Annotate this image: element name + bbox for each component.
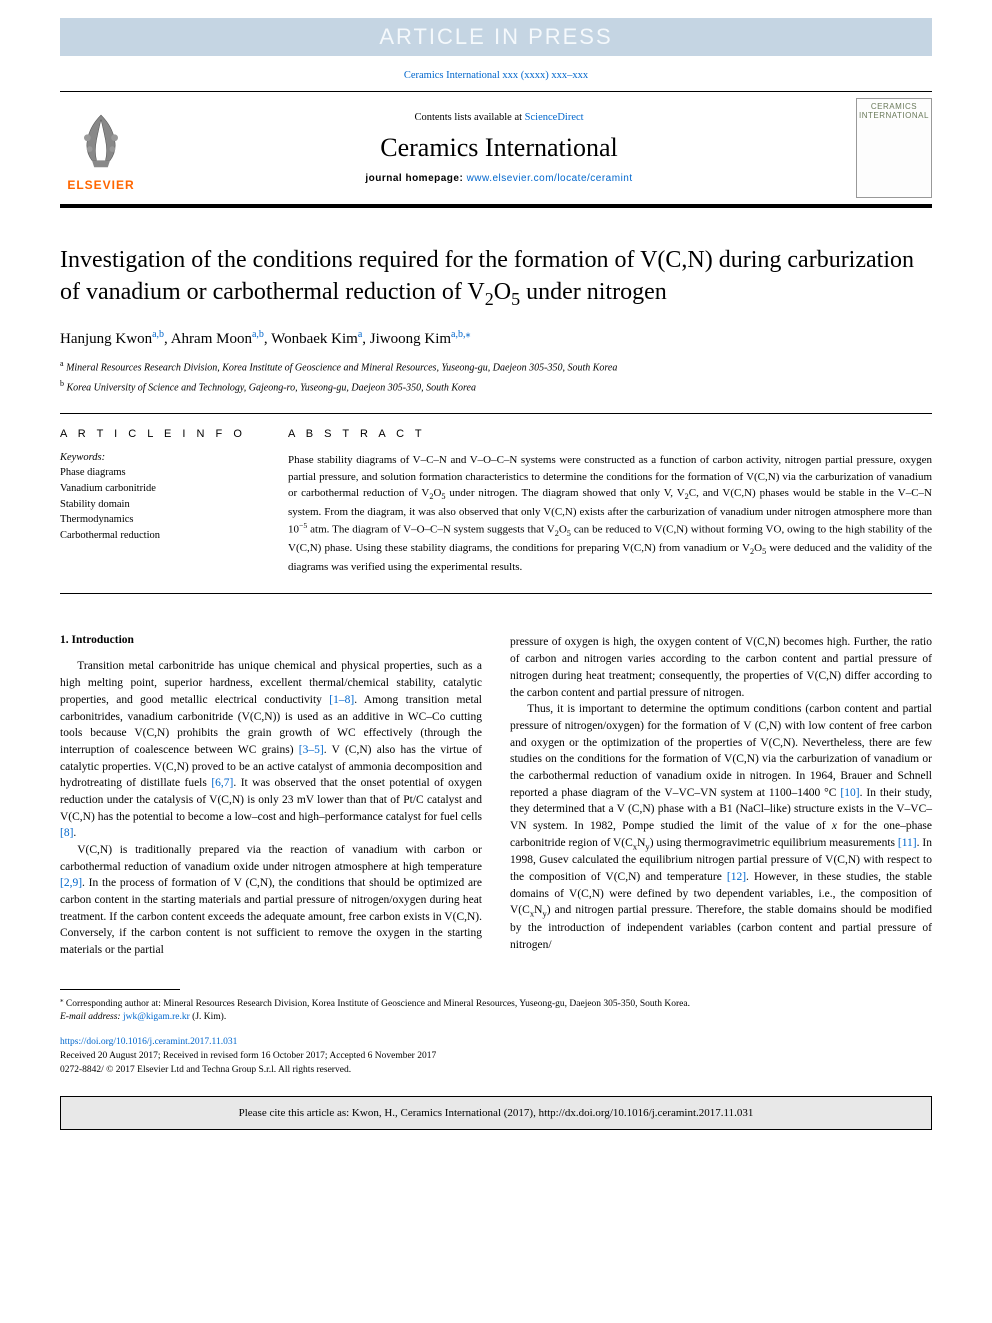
- abstract-heading: A B S T R A C T: [288, 428, 932, 440]
- homepage-link[interactable]: www.elsevier.com/locate/ceramint: [467, 173, 633, 184]
- keyword: Vanadium carbonitride: [60, 481, 260, 497]
- abstract-text: Phase stability diagrams of V–C–N and V–…: [288, 452, 932, 575]
- contents-line: Contents lists available at ScienceDirec…: [142, 112, 856, 123]
- divider: [60, 593, 932, 594]
- journal-cover-thumbnail: CERAMICS INTERNATIONAL: [856, 98, 932, 198]
- paragraph: Thus, it is important to determine the o…: [510, 701, 932, 953]
- doi-block: https://doi.org/10.1016/j.ceramint.2017.…: [60, 1036, 932, 1077]
- article-in-press-banner: ARTICLE IN PRESS: [60, 18, 932, 56]
- footnote-rule: [60, 989, 180, 990]
- keyword: Thermodynamics: [60, 512, 260, 528]
- journal-header: ELSEVIER Contents lists available at Sci…: [60, 91, 932, 205]
- copyright-line: 0272-8842/ © 2017 Elsevier Ltd and Techn…: [60, 1065, 351, 1075]
- citation-box: Please cite this article as: Kwon, H., C…: [60, 1096, 932, 1130]
- divider: [60, 413, 932, 414]
- corresponding-author-footnote: ⁎ Corresponding author at: Mineral Resou…: [60, 996, 932, 1025]
- article-history: Received 20 August 2017; Received in rev…: [60, 1051, 436, 1061]
- abstract-column: A B S T R A C T Phase stability diagrams…: [288, 428, 932, 575]
- contents-prefix: Contents lists available at: [414, 112, 524, 123]
- thick-rule: [60, 205, 932, 208]
- doi-link[interactable]: https://doi.org/10.1016/j.ceramint.2017.…: [60, 1037, 237, 1047]
- elsevier-wordmark: ELSEVIER: [67, 178, 134, 192]
- sciencedirect-link[interactable]: ScienceDirect: [525, 112, 584, 123]
- affiliation-b: b Korea University of Science and Techno…: [60, 378, 932, 395]
- affiliation-a: a Mineral Resources Research Division, K…: [60, 358, 932, 375]
- keyword: Carbothermal reduction: [60, 528, 260, 544]
- header-center: Contents lists available at ScienceDirec…: [142, 98, 856, 198]
- keyword: Phase diagrams: [60, 465, 260, 481]
- article-title: Investigation of the conditions required…: [60, 244, 932, 311]
- keyword: Stability domain: [60, 497, 260, 513]
- journal-name: Ceramics International: [142, 133, 856, 163]
- paragraph: Transition metal carbonitride has unique…: [60, 658, 482, 841]
- body-columns: 1. Introduction Transition metal carboni…: [60, 634, 932, 958]
- keywords-label: Keywords:: [60, 452, 260, 463]
- authors-line: Hanjung Kwona,b, Ahram Moona,b, Wonbaek …: [60, 329, 932, 348]
- info-abstract-row: A R T I C L E I N F O Keywords: Phase di…: [60, 428, 932, 575]
- paragraph: pressure of oxygen is high, the oxygen c…: [510, 634, 932, 701]
- email-link[interactable]: jwk@kigam.re.kr: [123, 1012, 190, 1022]
- elsevier-tree-icon: [65, 104, 137, 176]
- homepage-label: journal homepage:: [365, 173, 466, 184]
- homepage-line: journal homepage: www.elsevier.com/locat…: [142, 173, 856, 184]
- section-title: 1. Introduction: [60, 634, 482, 646]
- article-info-column: A R T I C L E I N F O Keywords: Phase di…: [60, 428, 260, 575]
- affiliations: a Mineral Resources Research Division, K…: [60, 358, 932, 395]
- paragraph: V(C,N) is traditionally prepared via the…: [60, 842, 482, 959]
- article-info-heading: A R T I C L E I N F O: [60, 428, 260, 440]
- journal-reference: Ceramics International xxx (xxxx) xxx–xx…: [0, 70, 992, 81]
- journal-ref-link[interactable]: Ceramics International xxx (xxxx) xxx–xx…: [404, 70, 588, 81]
- elsevier-logo: ELSEVIER: [60, 98, 142, 198]
- cover-title: CERAMICS INTERNATIONAL: [859, 103, 929, 121]
